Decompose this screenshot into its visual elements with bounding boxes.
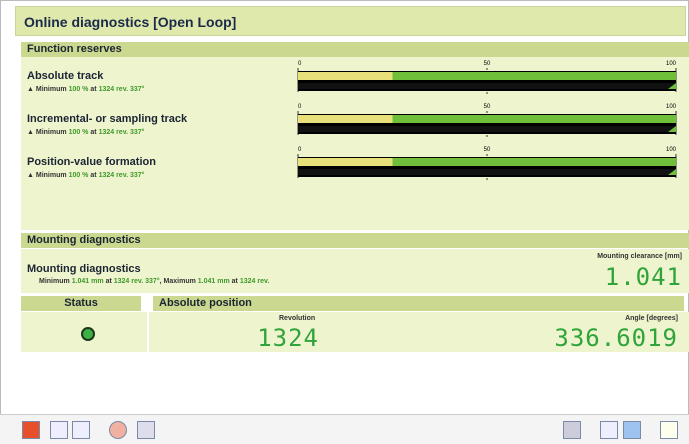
reserve-track bbox=[298, 83, 676, 89]
detail-part: at bbox=[90, 129, 97, 136]
function-reserves-panel: Absolute track ▲ Minimum 100 % at 1324 re… bbox=[21, 57, 689, 230]
row-detail: ▲ Minimum 100 % at 1324 rev. 337° bbox=[27, 86, 144, 93]
detail-part: at bbox=[231, 278, 238, 285]
title: Online diagnostics [Open Loop] bbox=[24, 14, 237, 30]
detail-part: 100 % bbox=[68, 129, 89, 136]
save-button[interactable] bbox=[563, 421, 581, 439]
row-label: Position-value formation bbox=[27, 156, 156, 168]
scale-label: 0 bbox=[298, 104, 302, 110]
row-label: Incremental- or sampling track bbox=[27, 113, 188, 125]
mounting-detail: Minimum 1.041 mm at 1324 rev. 337°, Maxi… bbox=[39, 278, 269, 285]
reserve-fill bbox=[392, 72, 676, 80]
detail-part: 1.041 mm bbox=[197, 278, 230, 285]
angle-label: Angle [degrees] bbox=[625, 315, 678, 322]
detail-part: 1.041 mm bbox=[71, 278, 104, 285]
reserve-end bbox=[668, 83, 676, 89]
reserve-fill bbox=[392, 158, 676, 166]
column-header: Status bbox=[21, 296, 141, 311]
scale-label: 100 bbox=[666, 61, 677, 67]
detail-part: at bbox=[105, 278, 112, 285]
scale-label: 100 bbox=[666, 104, 677, 110]
scale-label: 50 bbox=[484, 104, 491, 110]
reserve-warning bbox=[298, 158, 393, 166]
return-button[interactable] bbox=[660, 421, 678, 439]
monitor-button[interactable] bbox=[623, 421, 641, 439]
scale-label: 0 bbox=[298, 147, 302, 153]
mounting-panel: Mounting diagnostics Minimum 1.041 mm at… bbox=[21, 249, 689, 293]
clearance-display: 1.041 bbox=[604, 263, 682, 291]
reserve-bar: 0 50 100 bbox=[297, 61, 677, 94]
reserve-end bbox=[668, 126, 676, 132]
detail-part: Minimum bbox=[35, 86, 67, 93]
stop-button[interactable] bbox=[22, 421, 40, 439]
detail-part: 100 % bbox=[68, 172, 89, 179]
axis-button[interactable] bbox=[72, 421, 90, 439]
row-label: Absolute track bbox=[27, 70, 104, 82]
scale-label: 0 bbox=[298, 61, 302, 67]
row-detail: ▲ Minimum 100 % at 1324 rev. 337° bbox=[27, 129, 144, 136]
title-bar: Online diagnostics [Open Loop] bbox=[15, 6, 686, 36]
reserve-end bbox=[668, 169, 676, 175]
detail-part: 1324 rev. 337° bbox=[113, 278, 160, 285]
detail-part: 1324 rev. 337° bbox=[98, 172, 145, 179]
triangle: ▲ bbox=[27, 129, 36, 136]
scale-label: 50 bbox=[484, 61, 491, 67]
toolbar bbox=[0, 414, 689, 444]
scale-label: 100 bbox=[666, 147, 677, 153]
detail-part: at bbox=[90, 172, 97, 179]
detail-part: Minimum bbox=[35, 129, 67, 136]
grid-button[interactable] bbox=[50, 421, 68, 439]
detail-part: , Maximum bbox=[159, 278, 196, 285]
tools-button[interactable] bbox=[137, 421, 155, 439]
reserve-bar: 0 50 100 bbox=[297, 147, 677, 180]
row-detail: ▲ Minimum 100 % at 1324 rev. 337° bbox=[27, 172, 144, 179]
revolution-display: 1324 bbox=[257, 324, 319, 352]
section-header: Function reserves bbox=[21, 42, 689, 57]
triangle: ▲ bbox=[27, 172, 36, 179]
column-header: Absolute position bbox=[153, 296, 684, 311]
reserve-track bbox=[298, 169, 676, 175]
status-cell bbox=[21, 312, 147, 352]
detail-part: 100 % bbox=[68, 86, 89, 93]
status-led bbox=[81, 327, 95, 341]
reserve-bar: 0 50 100 bbox=[297, 104, 677, 137]
detail-part: 1324 rev. bbox=[239, 278, 270, 285]
revolution-label: Revolution bbox=[279, 315, 316, 322]
view-button[interactable] bbox=[600, 421, 618, 439]
angle-display: 336.6019 bbox=[554, 324, 678, 352]
reserve-warning bbox=[298, 72, 393, 80]
mounting-label: Mounting diagnostics bbox=[27, 263, 141, 275]
detail-part: at bbox=[90, 86, 97, 93]
reserve-fill bbox=[392, 115, 676, 123]
position-cell: Revolution 1324 Angle [degrees] 336.6019 bbox=[149, 312, 689, 352]
detail-part: Minimum bbox=[35, 172, 67, 179]
detail-part: Minimum bbox=[39, 278, 70, 285]
detail-part: 1324 rev. 337° bbox=[98, 129, 145, 136]
detail-part: 1324 rev. 337° bbox=[98, 86, 145, 93]
reserve-warning bbox=[298, 115, 393, 123]
scope-button[interactable] bbox=[109, 421, 127, 439]
triangle: ▲ bbox=[27, 86, 36, 93]
scale-label: 50 bbox=[484, 147, 491, 153]
clearance-label: Mounting clearance [mm] bbox=[597, 253, 682, 260]
section-header: Mounting diagnostics bbox=[21, 233, 689, 248]
reserve-track bbox=[298, 126, 676, 132]
